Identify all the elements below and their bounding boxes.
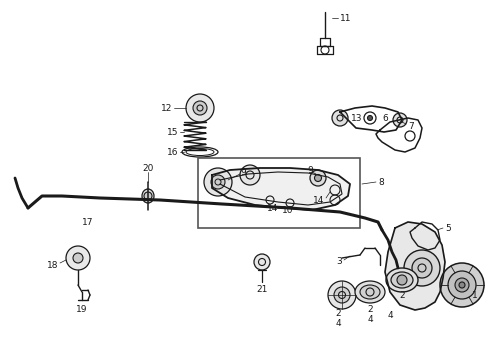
Circle shape bbox=[211, 175, 225, 189]
Circle shape bbox=[440, 263, 484, 307]
Text: 10: 10 bbox=[282, 206, 294, 215]
Text: 4: 4 bbox=[367, 315, 373, 324]
Text: 2: 2 bbox=[335, 310, 341, 319]
Circle shape bbox=[240, 165, 260, 185]
Text: 15: 15 bbox=[167, 127, 178, 136]
Circle shape bbox=[455, 278, 469, 292]
Text: 1: 1 bbox=[472, 292, 478, 301]
Text: 8: 8 bbox=[378, 177, 384, 186]
Text: 5: 5 bbox=[445, 224, 451, 233]
Circle shape bbox=[144, 192, 152, 200]
Text: 12: 12 bbox=[161, 104, 172, 113]
Circle shape bbox=[73, 253, 83, 263]
Text: 20: 20 bbox=[142, 163, 154, 172]
Bar bbox=[198, 158, 360, 228]
Text: 19: 19 bbox=[76, 306, 88, 315]
Ellipse shape bbox=[386, 268, 418, 292]
Circle shape bbox=[315, 175, 321, 181]
Circle shape bbox=[459, 282, 465, 288]
Circle shape bbox=[397, 275, 407, 285]
Text: 4: 4 bbox=[387, 310, 393, 320]
Circle shape bbox=[448, 271, 476, 299]
Text: 2: 2 bbox=[367, 306, 373, 315]
Circle shape bbox=[66, 246, 90, 270]
Circle shape bbox=[328, 281, 356, 309]
Text: 21: 21 bbox=[256, 285, 268, 294]
Ellipse shape bbox=[360, 285, 380, 299]
Text: 17: 17 bbox=[82, 217, 94, 226]
Circle shape bbox=[310, 170, 326, 186]
Text: 7: 7 bbox=[408, 122, 414, 131]
Circle shape bbox=[186, 94, 214, 122]
Circle shape bbox=[412, 258, 432, 278]
Text: 4: 4 bbox=[335, 320, 341, 328]
Circle shape bbox=[404, 250, 440, 286]
Circle shape bbox=[332, 110, 348, 126]
Text: 6: 6 bbox=[382, 113, 388, 122]
Text: 18: 18 bbox=[47, 261, 58, 270]
Text: 9: 9 bbox=[240, 167, 246, 176]
Text: 9: 9 bbox=[307, 166, 313, 175]
Ellipse shape bbox=[391, 272, 413, 288]
Circle shape bbox=[254, 254, 270, 270]
Text: 16: 16 bbox=[167, 148, 178, 157]
Text: 14: 14 bbox=[267, 203, 278, 212]
Text: 2: 2 bbox=[399, 292, 405, 301]
Text: 11: 11 bbox=[340, 14, 351, 23]
Ellipse shape bbox=[142, 189, 154, 203]
Text: 14: 14 bbox=[313, 195, 324, 204]
Text: 13: 13 bbox=[350, 113, 362, 122]
Polygon shape bbox=[212, 168, 350, 210]
Circle shape bbox=[368, 116, 372, 121]
Circle shape bbox=[204, 168, 232, 196]
Circle shape bbox=[393, 113, 407, 127]
Polygon shape bbox=[385, 222, 445, 310]
Circle shape bbox=[334, 287, 350, 303]
Ellipse shape bbox=[355, 281, 385, 303]
Circle shape bbox=[193, 101, 207, 115]
Text: 3: 3 bbox=[336, 257, 342, 266]
